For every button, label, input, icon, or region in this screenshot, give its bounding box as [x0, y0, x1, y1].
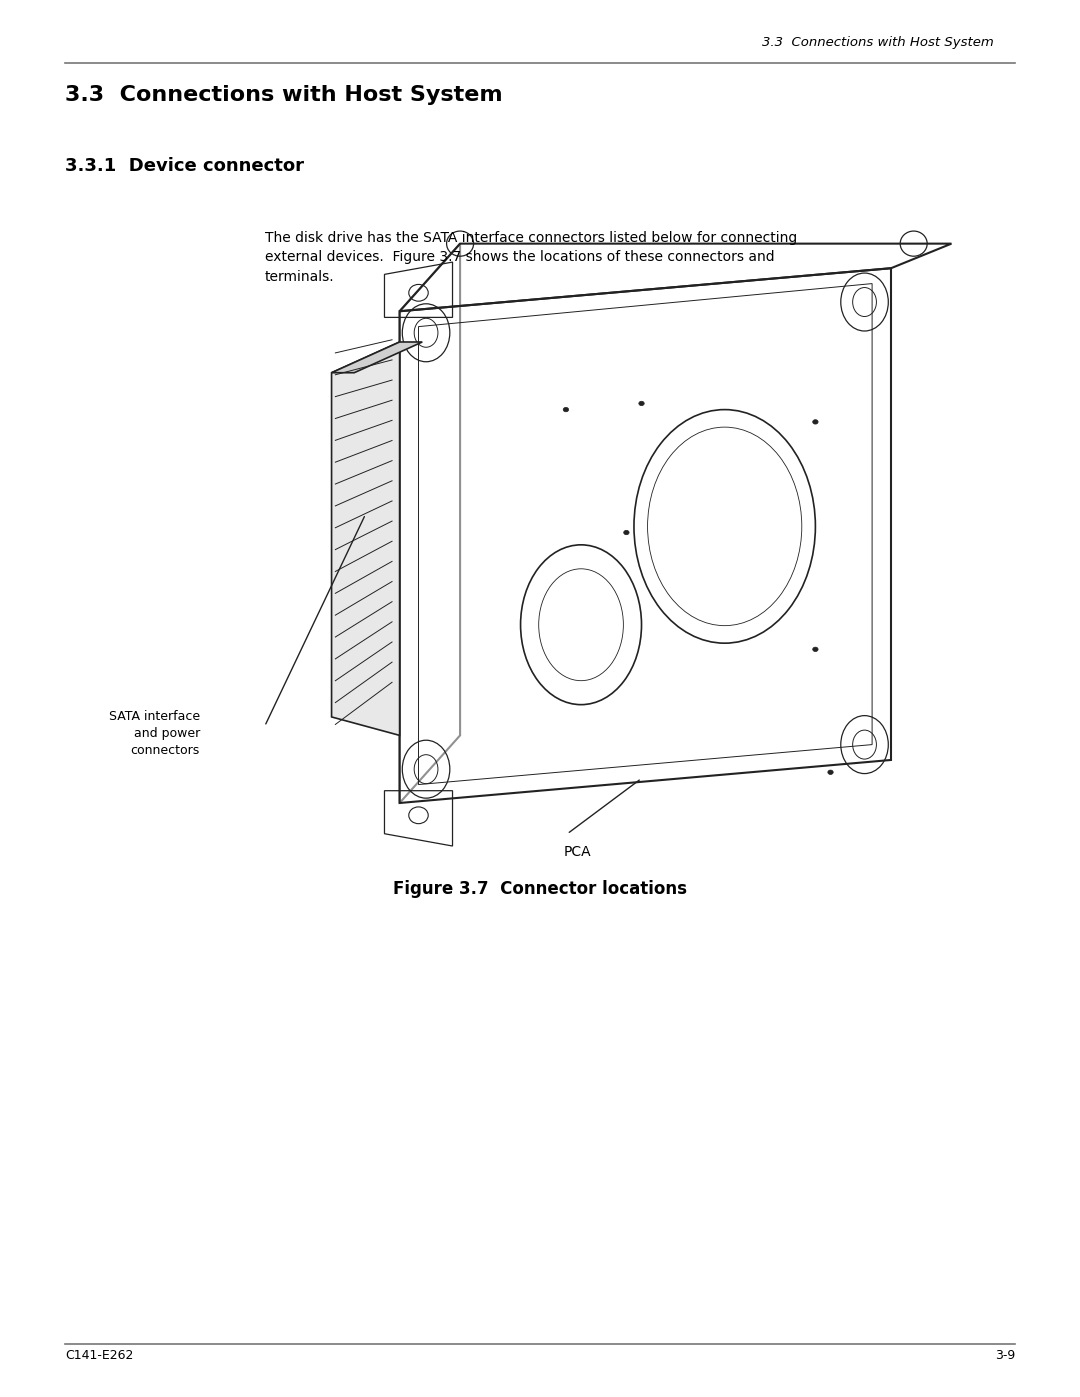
Polygon shape: [332, 342, 422, 373]
Ellipse shape: [812, 419, 819, 425]
Ellipse shape: [638, 401, 644, 405]
Text: PCA: PCA: [564, 845, 592, 859]
Ellipse shape: [564, 408, 569, 412]
Text: 3.3.1  Device connector: 3.3.1 Device connector: [65, 156, 303, 175]
Text: 3.3  Connections with Host System: 3.3 Connections with Host System: [761, 36, 994, 49]
Ellipse shape: [624, 531, 629, 535]
Polygon shape: [332, 342, 400, 735]
Text: SATA interface
and power
connectors: SATA interface and power connectors: [109, 710, 200, 757]
Text: The disk drive has the SATA interface connectors listed below for connecting
ext: The disk drive has the SATA interface co…: [265, 231, 797, 284]
Text: C141-E262: C141-E262: [65, 1350, 133, 1362]
Ellipse shape: [812, 647, 819, 651]
Text: 3.3  Connections with Host System: 3.3 Connections with Host System: [65, 85, 502, 105]
Ellipse shape: [827, 770, 834, 774]
Text: Figure 3.7  Connector locations: Figure 3.7 Connector locations: [393, 880, 687, 898]
Text: 3-9: 3-9: [995, 1350, 1015, 1362]
